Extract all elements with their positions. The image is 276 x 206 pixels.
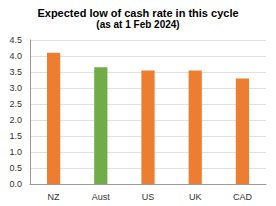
svg-text:4.5: 4.5 (9, 35, 22, 45)
svg-text:0.5: 0.5 (9, 163, 22, 173)
svg-text:1.5: 1.5 (9, 131, 22, 141)
svg-text:2.0: 2.0 (9, 115, 22, 125)
svg-text:0.0: 0.0 (9, 179, 22, 189)
svg-text:US: US (142, 192, 155, 202)
svg-text:NZ: NZ (48, 192, 60, 202)
svg-text:3.5: 3.5 (9, 67, 22, 77)
svg-text:UK: UK (189, 192, 202, 202)
svg-text:4.0: 4.0 (9, 51, 22, 61)
svg-text:(as at 1 Feb 2024): (as at 1 Feb 2024) (96, 19, 179, 30)
svg-text:1.0: 1.0 (9, 147, 22, 157)
svg-text:Aust: Aust (92, 192, 111, 202)
svg-text:Expected low of cash rate in t: Expected low of cash rate in this cycle (37, 7, 238, 19)
svg-text:2.5: 2.5 (9, 99, 22, 109)
svg-text:3.0: 3.0 (9, 83, 22, 93)
svg-text:CAD: CAD (233, 192, 253, 202)
